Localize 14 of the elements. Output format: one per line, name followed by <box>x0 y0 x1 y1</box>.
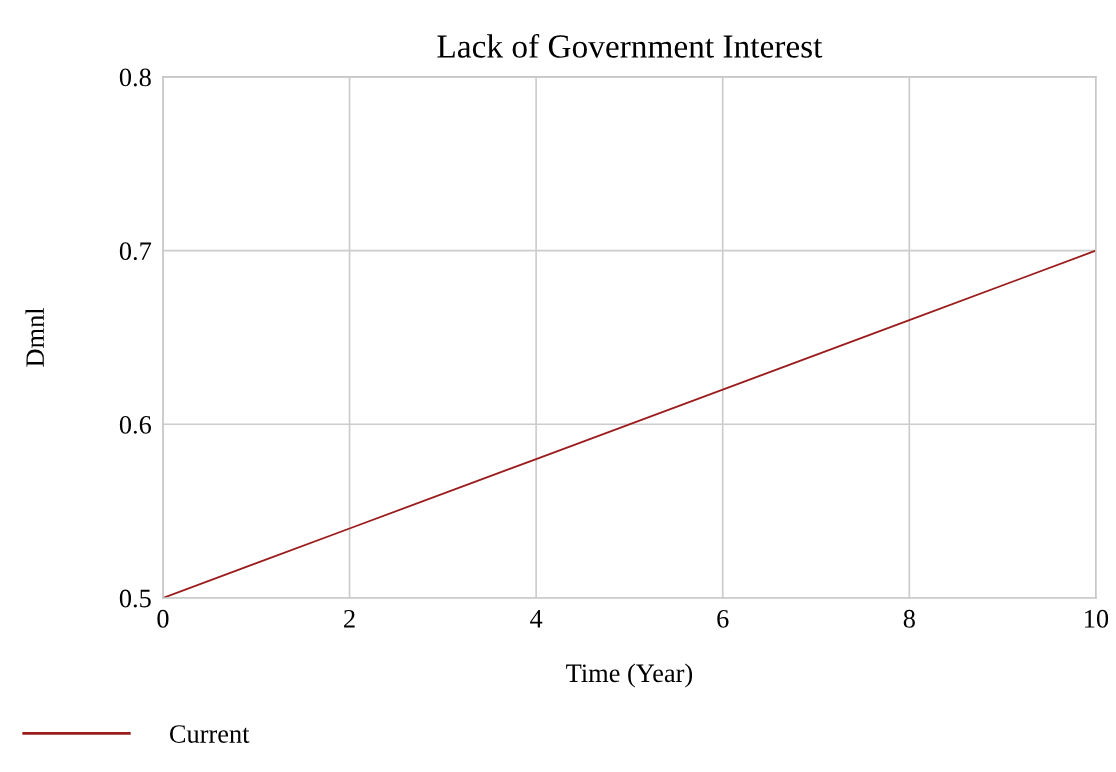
y-tick-label: 0.7 <box>119 242 152 261</box>
x-tick-label: 4 <box>530 610 543 628</box>
x-tick-label: 10 <box>1085 609 1109 628</box>
legend-label: Current <box>169 725 250 743</box>
x-tick-label: 0 <box>157 609 169 628</box>
x-tick-label: 6 <box>717 609 729 628</box>
x-axis-title: Time (Year) <box>566 663 693 688</box>
y-tick-label: 0.5 <box>119 589 151 608</box>
y-axis-title: Dmnl <box>25 307 44 367</box>
chart-title: Lack of Government Interest <box>437 33 823 58</box>
x-tick-label: 8 <box>903 609 915 628</box>
x-tick-label: 2 <box>344 609 355 628</box>
y-tick-label: 0.6 <box>119 415 152 434</box>
y-tick-label: 0.8 <box>119 68 151 87</box>
